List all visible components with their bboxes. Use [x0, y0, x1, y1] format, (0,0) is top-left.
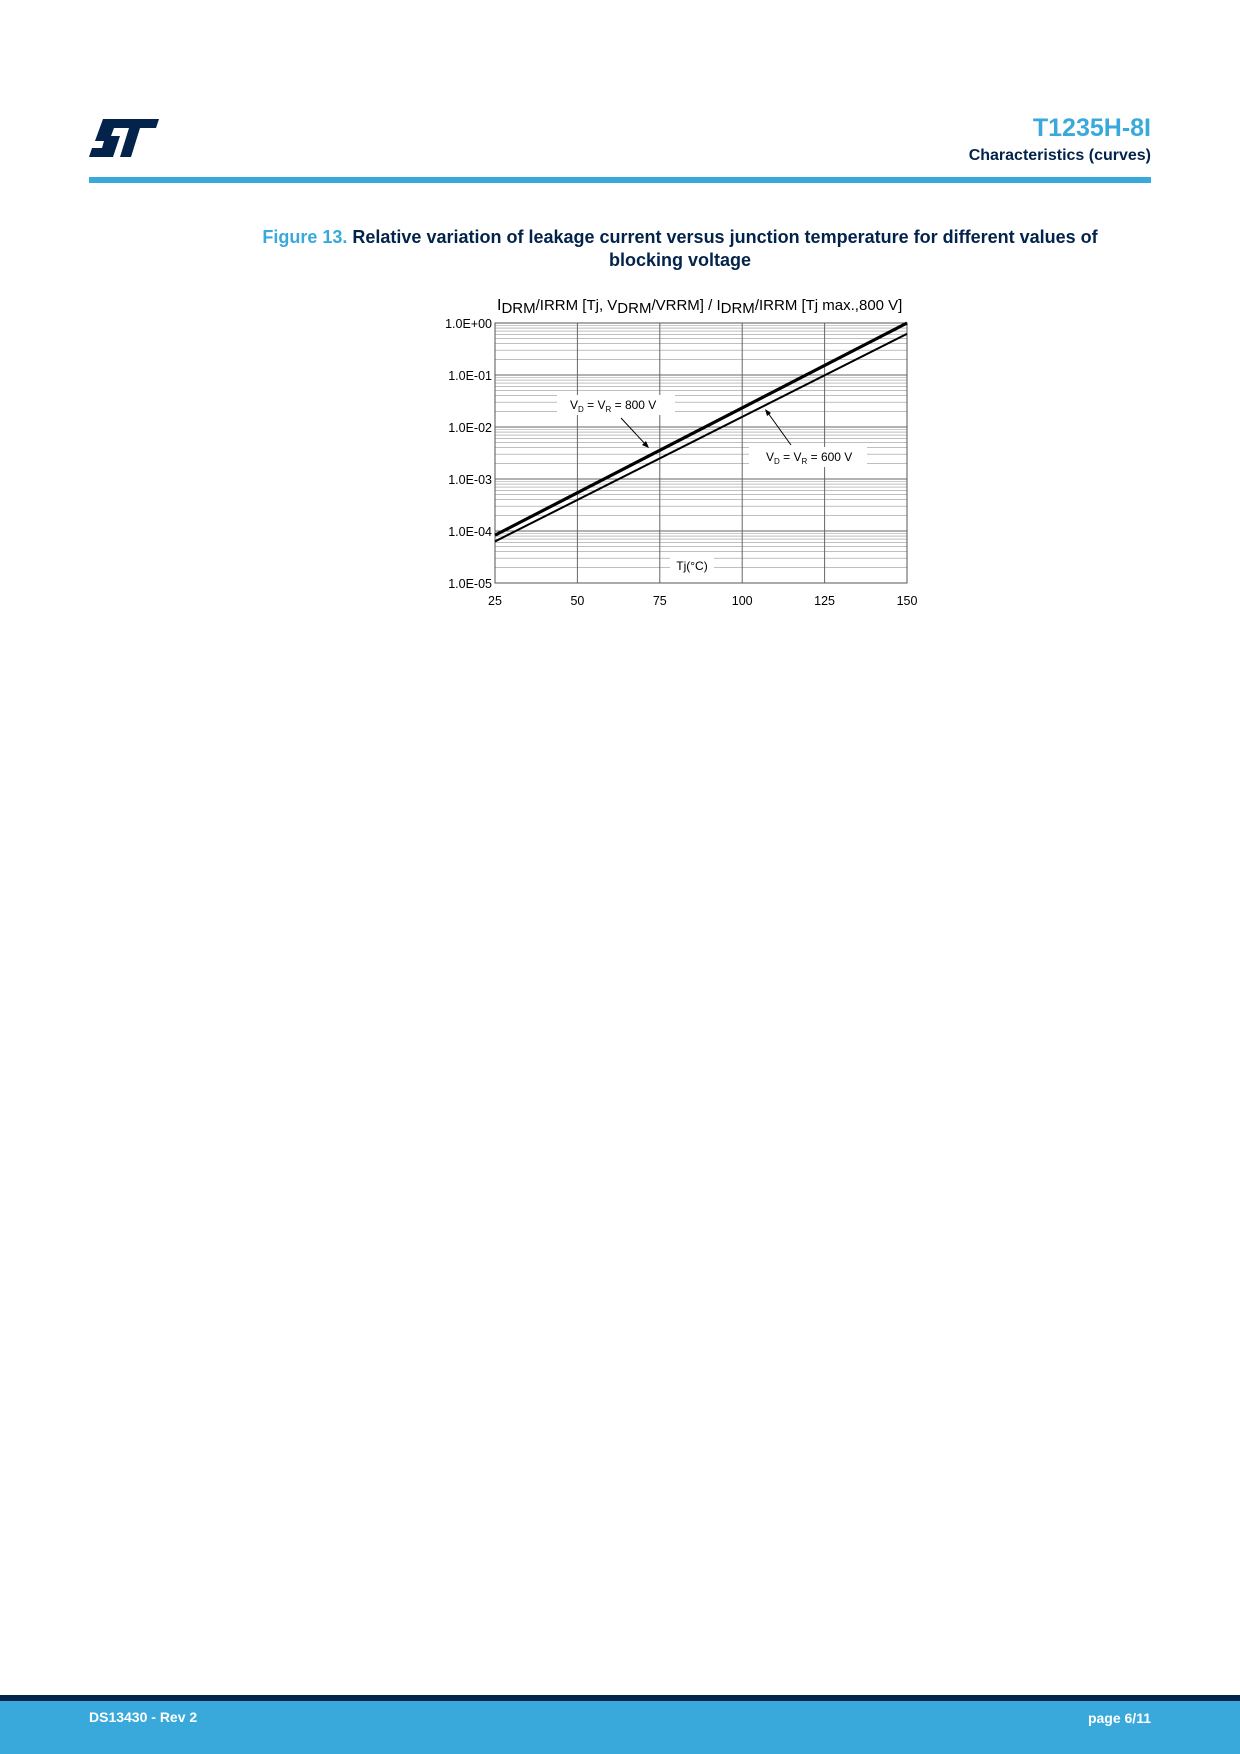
- figure-caption: Figure 13. Relative variation of leakage…: [230, 226, 1130, 272]
- y-tick-label: 1.0E-03: [448, 473, 492, 487]
- series-label-600v: VD = VR = 600 V: [766, 450, 852, 466]
- chart-title: IDRM/IRRM [Tj, VDRM/VRRM] / IDRM/IRRM [T…: [497, 297, 902, 317]
- x-tick-label: 75: [653, 594, 667, 608]
- y-tick-labels: 1.0E-05 1.0E-04 1.0E-03 1.0E-02 1.0E-01 1.0E+…: [445, 317, 492, 591]
- document-title: T1235H-8I: [1032, 114, 1151, 142]
- x-tick-label: 50: [570, 594, 584, 608]
- st-logo: [89, 119, 159, 157]
- page-number: page 6/11: [1087, 1710, 1151, 1726]
- document-id: DS13430 - Rev 2: [89, 1709, 198, 1725]
- x-axis-label: Tj(°C): [676, 559, 707, 573]
- footer-divider: [0, 1695, 1240, 1701]
- y-tick-label: 1.0E+00: [445, 317, 492, 331]
- x-tick-label: 150: [897, 594, 918, 608]
- section-title: Characteristics (curves): [968, 147, 1151, 164]
- y-tick-label: 1.0E-01: [448, 369, 492, 383]
- x-tick-label: 100: [732, 594, 753, 608]
- series-label-800v: VD = VR = 800 V: [570, 398, 656, 414]
- footer-bar: [0, 1701, 1240, 1754]
- x-tick-label: 125: [814, 594, 835, 608]
- arrow-600v: [767, 412, 792, 446]
- x-tick-labels: 25 50 75 100 125 150: [488, 594, 917, 608]
- header-divider: [89, 177, 1151, 183]
- y-tick-label: 1.0E-04: [448, 525, 492, 539]
- annotation-600v: VD = VR = 600 V: [749, 409, 867, 467]
- y-tick-label: 1.0E-05: [448, 577, 492, 591]
- arrow-800v: [620, 417, 648, 447]
- series-line-800v: [494, 321, 908, 537]
- series-lines: [494, 321, 908, 543]
- annotation-800v: VD = VR = 800 V: [557, 395, 675, 448]
- figure-caption-text: Relative variation of leakage current ve…: [352, 227, 1098, 270]
- leakage-current-chart: IDRM/IRRM [Tj, VDRM/VRRM] / IDRM/IRRM [T…: [445, 297, 917, 608]
- figure-label: Figure 13.: [262, 227, 348, 247]
- plot-frame: [494, 322, 908, 584]
- series-line-600v: [494, 332, 908, 543]
- y-tick-label: 1.0E-02: [448, 421, 492, 435]
- x-tick-label: 25: [488, 594, 502, 608]
